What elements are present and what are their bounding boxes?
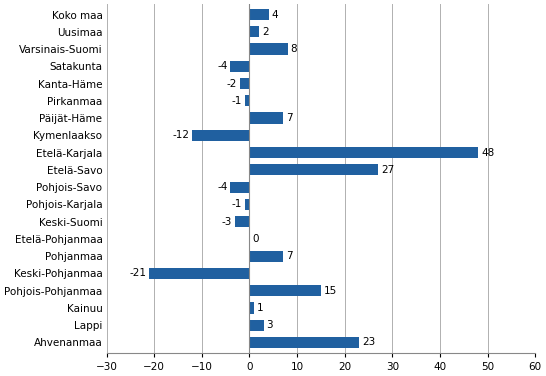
Bar [250, 112, 283, 124]
Text: 7: 7 [286, 113, 292, 123]
Text: 3: 3 [266, 320, 273, 330]
Text: 27: 27 [381, 165, 394, 175]
Bar [250, 320, 264, 331]
Bar [250, 164, 378, 176]
Text: -4: -4 [217, 61, 228, 71]
Bar [250, 147, 478, 158]
Bar [250, 337, 359, 348]
Text: -21: -21 [129, 268, 146, 278]
Bar [230, 182, 250, 193]
Text: -3: -3 [222, 217, 233, 227]
Bar [235, 216, 250, 227]
Text: -1: -1 [232, 199, 242, 209]
Bar [250, 44, 288, 55]
Text: 0: 0 [252, 234, 259, 244]
Text: -2: -2 [227, 79, 237, 89]
Text: 2: 2 [262, 27, 269, 37]
Text: 23: 23 [362, 337, 375, 347]
Bar [250, 285, 321, 296]
Bar [245, 199, 250, 210]
Bar [250, 26, 259, 37]
Bar [250, 302, 254, 314]
Text: 1: 1 [257, 303, 264, 313]
Text: 8: 8 [290, 44, 297, 54]
Bar [150, 268, 250, 279]
Text: 4: 4 [271, 9, 278, 20]
Text: -12: -12 [173, 130, 189, 140]
Bar [230, 61, 250, 72]
Text: 7: 7 [286, 251, 292, 261]
Text: -1: -1 [232, 96, 242, 106]
Bar [240, 78, 250, 89]
Bar [250, 9, 269, 20]
Bar [250, 250, 283, 262]
Bar [192, 130, 250, 141]
Text: 15: 15 [324, 286, 337, 296]
Text: -4: -4 [217, 182, 228, 192]
Bar [245, 95, 250, 106]
Text: 48: 48 [481, 148, 494, 158]
